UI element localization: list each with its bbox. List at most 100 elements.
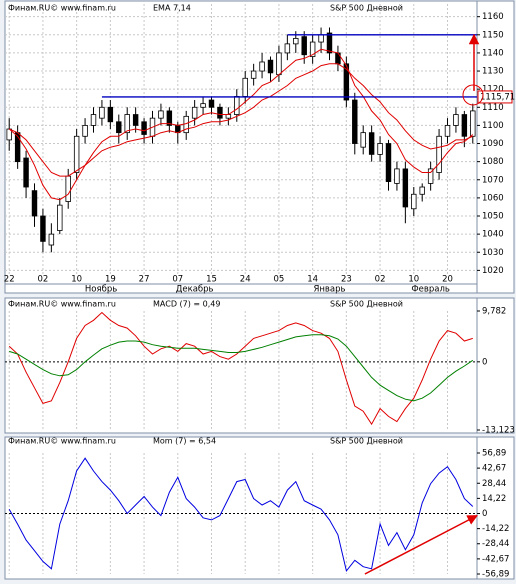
source-label: Финам.RU© www.finam.ru — [8, 300, 116, 309]
candle-body — [360, 132, 366, 148]
candle-body — [208, 99, 215, 108]
indicator-label: MACD (7) = 0,49 — [153, 300, 220, 309]
candle-body — [343, 63, 350, 101]
candle-body — [31, 190, 38, 217]
series-line — [9, 334, 474, 402]
y-tick-label: -14,22 — [482, 524, 509, 534]
candle-body — [107, 106, 114, 123]
y-tick-label: 14,22 — [482, 494, 506, 504]
y-tick-label: 1080 — [482, 157, 504, 167]
candle-body — [250, 70, 257, 79]
trend-arrow — [364, 514, 478, 575]
x-tick-label: 19 — [105, 275, 116, 285]
y-tick-label: 1160 — [482, 12, 504, 22]
x-tick-label: 05 — [274, 275, 285, 285]
candle-body — [427, 168, 434, 184]
candle-body — [73, 135, 80, 173]
candle-body — [461, 114, 468, 137]
y-tick-label: 1090 — [482, 139, 504, 149]
candle-body — [259, 61, 265, 72]
y-tick-label: -56,89 — [482, 570, 509, 580]
price-label-box — [477, 90, 513, 104]
series-line — [8, 48, 474, 201]
y-tick-label: 1040 — [482, 230, 504, 240]
y-tick-label: 28,44 — [482, 479, 506, 489]
y-tick-label: -13,123 — [482, 426, 515, 436]
candle-body — [242, 77, 248, 97]
chart-title: S&P 500 Дневной — [330, 4, 403, 13]
candle-body — [90, 114, 97, 126]
y-tick-label: 1150 — [482, 30, 504, 40]
candle-body — [436, 135, 442, 173]
candle-body — [470, 110, 476, 137]
candle-body — [377, 143, 383, 155]
series-line — [8, 311, 473, 426]
candle-body — [57, 204, 63, 231]
candle-body — [65, 175, 71, 202]
y-tick-label: 1030 — [482, 248, 504, 258]
axis-area — [476, 297, 515, 434]
axis-area — [476, 0, 515, 294]
x-tick-label: 23 — [341, 275, 352, 285]
y-tick-label: 1020 — [482, 266, 504, 276]
candle-body — [48, 233, 55, 246]
candle-body — [326, 32, 333, 54]
month-label: Февраль — [411, 285, 450, 295]
x-tick-label: 24 — [240, 275, 251, 285]
candle-body — [166, 110, 173, 126]
candle-body — [411, 193, 417, 210]
candle-body — [402, 168, 409, 208]
candle-body — [385, 143, 392, 182]
y-tick-label: -28,44 — [482, 539, 509, 549]
candle-body — [394, 168, 400, 184]
y-tick-label: -42,67 — [482, 554, 509, 564]
x-tick-label: 07 — [172, 275, 183, 285]
x-tick-label: 10 — [408, 275, 419, 285]
series-line — [8, 63, 473, 177]
y-tick-label: 0 — [482, 509, 487, 519]
x-tick-label: 10 — [71, 275, 82, 285]
candle-body — [318, 34, 324, 43]
x-tick-label: 02 — [38, 275, 49, 285]
y-tick-label: 1120 — [482, 85, 504, 95]
candle-body — [276, 52, 282, 76]
source-label: Финам.RU© www.finam.ru — [8, 4, 116, 13]
candle-body — [217, 106, 223, 119]
candle-body — [301, 36, 307, 56]
y-tick-label: 56,89 — [482, 449, 506, 459]
candle-body — [191, 106, 198, 119]
month-label: Ноябрь — [85, 285, 117, 295]
x-tick-label: 02 — [375, 275, 386, 285]
y-tick-label: 9,782 — [482, 307, 506, 317]
candle-body — [116, 121, 122, 134]
candle-body — [234, 96, 240, 115]
chart-title: S&P 500 Дневной — [330, 300, 403, 309]
candle-body — [124, 114, 130, 134]
candle-body — [141, 121, 147, 135]
x-tick-label: 22 — [4, 275, 15, 285]
candle-body — [368, 132, 375, 155]
candle-body — [82, 125, 88, 137]
candle-body — [453, 114, 459, 126]
plot-area — [4, 297, 478, 434]
indicator-label: EMA 7,14 — [153, 4, 191, 13]
month-label: Январь — [313, 285, 345, 295]
y-tick-label: 1100 — [482, 121, 504, 131]
y-tick-label: 42,67 — [482, 464, 506, 474]
highlight-circle — [462, 84, 484, 106]
y-tick-label: 0 — [482, 357, 487, 367]
candle-body — [132, 114, 139, 126]
x-tick-label: 27 — [139, 275, 150, 285]
series-line — [8, 457, 474, 573]
y-tick-label: 1130 — [482, 67, 504, 77]
indicator-label: Mom (7) = 6,54 — [153, 437, 216, 446]
candle-body — [23, 157, 29, 188]
plot-area — [4, 436, 478, 580]
y-tick-label: 1050 — [482, 212, 504, 222]
candle-body — [200, 103, 206, 108]
source-label: Финам.RU© www.finam.ru — [8, 437, 116, 446]
candle-body — [444, 125, 451, 137]
candle-body — [284, 43, 291, 54]
candle-body — [225, 114, 232, 119]
